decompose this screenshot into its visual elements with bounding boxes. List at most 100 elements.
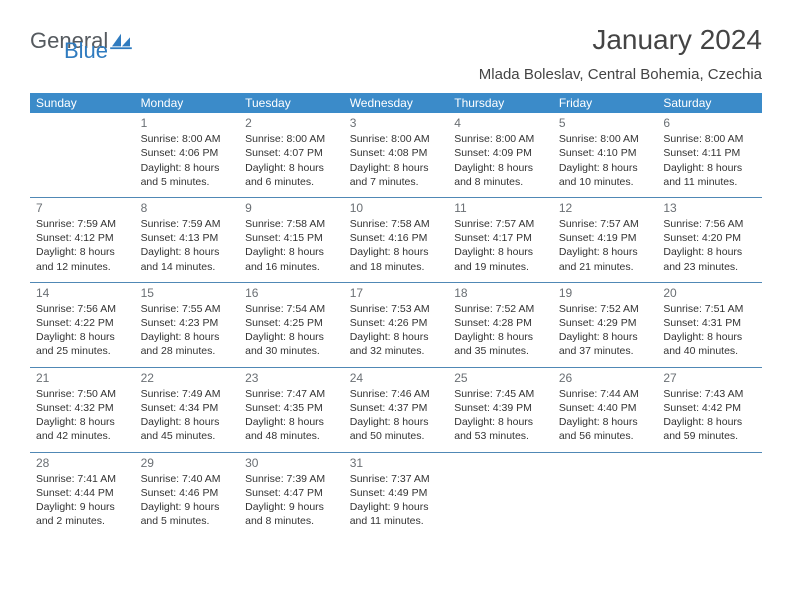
day-details: Sunrise: 8:00 AMSunset: 4:09 PMDaylight:… bbox=[454, 132, 547, 189]
calendar-day-cell: 18Sunrise: 7:52 AMSunset: 4:28 PMDayligh… bbox=[448, 282, 553, 367]
day-details: Sunrise: 7:57 AMSunset: 4:19 PMDaylight:… bbox=[559, 217, 652, 274]
calendar-day-cell: 14Sunrise: 7:56 AMSunset: 4:22 PMDayligh… bbox=[30, 282, 135, 367]
day-number: 20 bbox=[663, 285, 756, 301]
day-details: Sunrise: 7:59 AMSunset: 4:12 PMDaylight:… bbox=[36, 217, 129, 274]
day-details: Sunrise: 7:40 AMSunset: 4:46 PMDaylight:… bbox=[141, 472, 234, 529]
day-details: Sunrise: 7:45 AMSunset: 4:39 PMDaylight:… bbox=[454, 387, 547, 444]
day-details: Sunrise: 7:52 AMSunset: 4:29 PMDaylight:… bbox=[559, 302, 652, 359]
calendar-day-cell: 22Sunrise: 7:49 AMSunset: 4:34 PMDayligh… bbox=[135, 367, 240, 452]
day-number: 15 bbox=[141, 285, 234, 301]
calendar-week-row: 21Sunrise: 7:50 AMSunset: 4:32 PMDayligh… bbox=[30, 367, 762, 452]
day-number: 19 bbox=[559, 285, 652, 301]
day-details: Sunrise: 8:00 AMSunset: 4:10 PMDaylight:… bbox=[559, 132, 652, 189]
day-number: 21 bbox=[36, 370, 129, 386]
day-details: Sunrise: 7:58 AMSunset: 4:15 PMDaylight:… bbox=[245, 217, 338, 274]
day-number: 12 bbox=[559, 200, 652, 216]
day-number: 22 bbox=[141, 370, 234, 386]
calendar-day-cell: 8Sunrise: 7:59 AMSunset: 4:13 PMDaylight… bbox=[135, 197, 240, 282]
day-details: Sunrise: 7:43 AMSunset: 4:42 PMDaylight:… bbox=[663, 387, 756, 444]
calendar-day-cell: 23Sunrise: 7:47 AMSunset: 4:35 PMDayligh… bbox=[239, 367, 344, 452]
day-details: Sunrise: 7:50 AMSunset: 4:32 PMDaylight:… bbox=[36, 387, 129, 444]
day-details: Sunrise: 7:58 AMSunset: 4:16 PMDaylight:… bbox=[350, 217, 443, 274]
col-wednesday: Wednesday bbox=[344, 93, 449, 113]
calendar-week-row: 28Sunrise: 7:41 AMSunset: 4:44 PMDayligh… bbox=[30, 452, 762, 536]
col-saturday: Saturday bbox=[657, 93, 762, 113]
calendar-day-cell: 16Sunrise: 7:54 AMSunset: 4:25 PMDayligh… bbox=[239, 282, 344, 367]
calendar-week-row: 1Sunrise: 8:00 AMSunset: 4:06 PMDaylight… bbox=[30, 113, 762, 197]
location-subtitle: Mlada Boleslav, Central Bohemia, Czechia bbox=[30, 66, 762, 83]
day-details: Sunrise: 7:56 AMSunset: 4:20 PMDaylight:… bbox=[663, 217, 756, 274]
calendar-day-cell: 20Sunrise: 7:51 AMSunset: 4:31 PMDayligh… bbox=[657, 282, 762, 367]
calendar-day-cell: 25Sunrise: 7:45 AMSunset: 4:39 PMDayligh… bbox=[448, 367, 553, 452]
day-number: 8 bbox=[141, 200, 234, 216]
calendar-day-cell: 15Sunrise: 7:55 AMSunset: 4:23 PMDayligh… bbox=[135, 282, 240, 367]
day-number: 16 bbox=[245, 285, 338, 301]
calendar-day-cell bbox=[30, 113, 135, 197]
calendar-day-cell bbox=[448, 452, 553, 536]
day-details: Sunrise: 7:59 AMSunset: 4:13 PMDaylight:… bbox=[141, 217, 234, 274]
col-tuesday: Tuesday bbox=[239, 93, 344, 113]
page-title: January 2024 bbox=[592, 24, 762, 56]
calendar-day-cell: 5Sunrise: 8:00 AMSunset: 4:10 PMDaylight… bbox=[553, 113, 658, 197]
logo-text-blue: Blue bbox=[64, 38, 108, 63]
day-details: Sunrise: 8:00 AMSunset: 4:06 PMDaylight:… bbox=[141, 132, 234, 189]
day-number: 29 bbox=[141, 455, 234, 471]
day-details: Sunrise: 7:57 AMSunset: 4:17 PMDaylight:… bbox=[454, 217, 547, 274]
calendar-day-cell: 1Sunrise: 8:00 AMSunset: 4:06 PMDaylight… bbox=[135, 113, 240, 197]
col-monday: Monday bbox=[135, 93, 240, 113]
calendar-day-cell: 6Sunrise: 8:00 AMSunset: 4:11 PMDaylight… bbox=[657, 113, 762, 197]
weekday-header-row: Sunday Monday Tuesday Wednesday Thursday… bbox=[30, 93, 762, 113]
calendar-day-cell: 9Sunrise: 7:58 AMSunset: 4:15 PMDaylight… bbox=[239, 197, 344, 282]
calendar-day-cell: 2Sunrise: 8:00 AMSunset: 4:07 PMDaylight… bbox=[239, 113, 344, 197]
day-details: Sunrise: 7:39 AMSunset: 4:47 PMDaylight:… bbox=[245, 472, 338, 529]
day-details: Sunrise: 8:00 AMSunset: 4:07 PMDaylight:… bbox=[245, 132, 338, 189]
calendar-day-cell: 11Sunrise: 7:57 AMSunset: 4:17 PMDayligh… bbox=[448, 197, 553, 282]
day-number: 28 bbox=[36, 455, 129, 471]
calendar-day-cell: 28Sunrise: 7:41 AMSunset: 4:44 PMDayligh… bbox=[30, 452, 135, 536]
calendar-day-cell: 24Sunrise: 7:46 AMSunset: 4:37 PMDayligh… bbox=[344, 367, 449, 452]
calendar-day-cell: 31Sunrise: 7:37 AMSunset: 4:49 PMDayligh… bbox=[344, 452, 449, 536]
day-number: 3 bbox=[350, 115, 443, 131]
day-number: 26 bbox=[559, 370, 652, 386]
calendar-day-cell: 12Sunrise: 7:57 AMSunset: 4:19 PMDayligh… bbox=[553, 197, 658, 282]
day-details: Sunrise: 7:51 AMSunset: 4:31 PMDaylight:… bbox=[663, 302, 756, 359]
day-details: Sunrise: 7:41 AMSunset: 4:44 PMDaylight:… bbox=[36, 472, 129, 529]
day-number: 24 bbox=[350, 370, 443, 386]
calendar-week-row: 7Sunrise: 7:59 AMSunset: 4:12 PMDaylight… bbox=[30, 197, 762, 282]
day-details: Sunrise: 7:56 AMSunset: 4:22 PMDaylight:… bbox=[36, 302, 129, 359]
day-details: Sunrise: 8:00 AMSunset: 4:08 PMDaylight:… bbox=[350, 132, 443, 189]
day-number: 18 bbox=[454, 285, 547, 301]
day-number: 5 bbox=[559, 115, 652, 131]
col-sunday: Sunday bbox=[30, 93, 135, 113]
day-number: 4 bbox=[454, 115, 547, 131]
calendar-day-cell: 26Sunrise: 7:44 AMSunset: 4:40 PMDayligh… bbox=[553, 367, 658, 452]
calendar-day-cell: 29Sunrise: 7:40 AMSunset: 4:46 PMDayligh… bbox=[135, 452, 240, 536]
calendar-day-cell: 13Sunrise: 7:56 AMSunset: 4:20 PMDayligh… bbox=[657, 197, 762, 282]
day-number: 30 bbox=[245, 455, 338, 471]
col-thursday: Thursday bbox=[448, 93, 553, 113]
day-number: 17 bbox=[350, 285, 443, 301]
calendar-table: Sunday Monday Tuesday Wednesday Thursday… bbox=[30, 93, 762, 536]
calendar-day-cell bbox=[553, 452, 658, 536]
day-number: 10 bbox=[350, 200, 443, 216]
day-number: 6 bbox=[663, 115, 756, 131]
calendar-day-cell bbox=[657, 452, 762, 536]
day-details: Sunrise: 7:52 AMSunset: 4:28 PMDaylight:… bbox=[454, 302, 547, 359]
day-number: 25 bbox=[454, 370, 547, 386]
day-details: Sunrise: 7:46 AMSunset: 4:37 PMDaylight:… bbox=[350, 387, 443, 444]
day-number: 7 bbox=[36, 200, 129, 216]
day-details: Sunrise: 7:53 AMSunset: 4:26 PMDaylight:… bbox=[350, 302, 443, 359]
calendar-day-cell: 4Sunrise: 8:00 AMSunset: 4:09 PMDaylight… bbox=[448, 113, 553, 197]
calendar-day-cell: 3Sunrise: 8:00 AMSunset: 4:08 PMDaylight… bbox=[344, 113, 449, 197]
logo-sail-icon bbox=[110, 32, 132, 50]
day-number: 27 bbox=[663, 370, 756, 386]
day-details: Sunrise: 7:37 AMSunset: 4:49 PMDaylight:… bbox=[350, 472, 443, 529]
calendar-week-row: 14Sunrise: 7:56 AMSunset: 4:22 PMDayligh… bbox=[30, 282, 762, 367]
day-details: Sunrise: 8:00 AMSunset: 4:11 PMDaylight:… bbox=[663, 132, 756, 189]
day-details: Sunrise: 7:44 AMSunset: 4:40 PMDaylight:… bbox=[559, 387, 652, 444]
calendar-day-cell: 7Sunrise: 7:59 AMSunset: 4:12 PMDaylight… bbox=[30, 197, 135, 282]
day-details: Sunrise: 7:49 AMSunset: 4:34 PMDaylight:… bbox=[141, 387, 234, 444]
day-details: Sunrise: 7:54 AMSunset: 4:25 PMDaylight:… bbox=[245, 302, 338, 359]
calendar-day-cell: 27Sunrise: 7:43 AMSunset: 4:42 PMDayligh… bbox=[657, 367, 762, 452]
day-number: 14 bbox=[36, 285, 129, 301]
